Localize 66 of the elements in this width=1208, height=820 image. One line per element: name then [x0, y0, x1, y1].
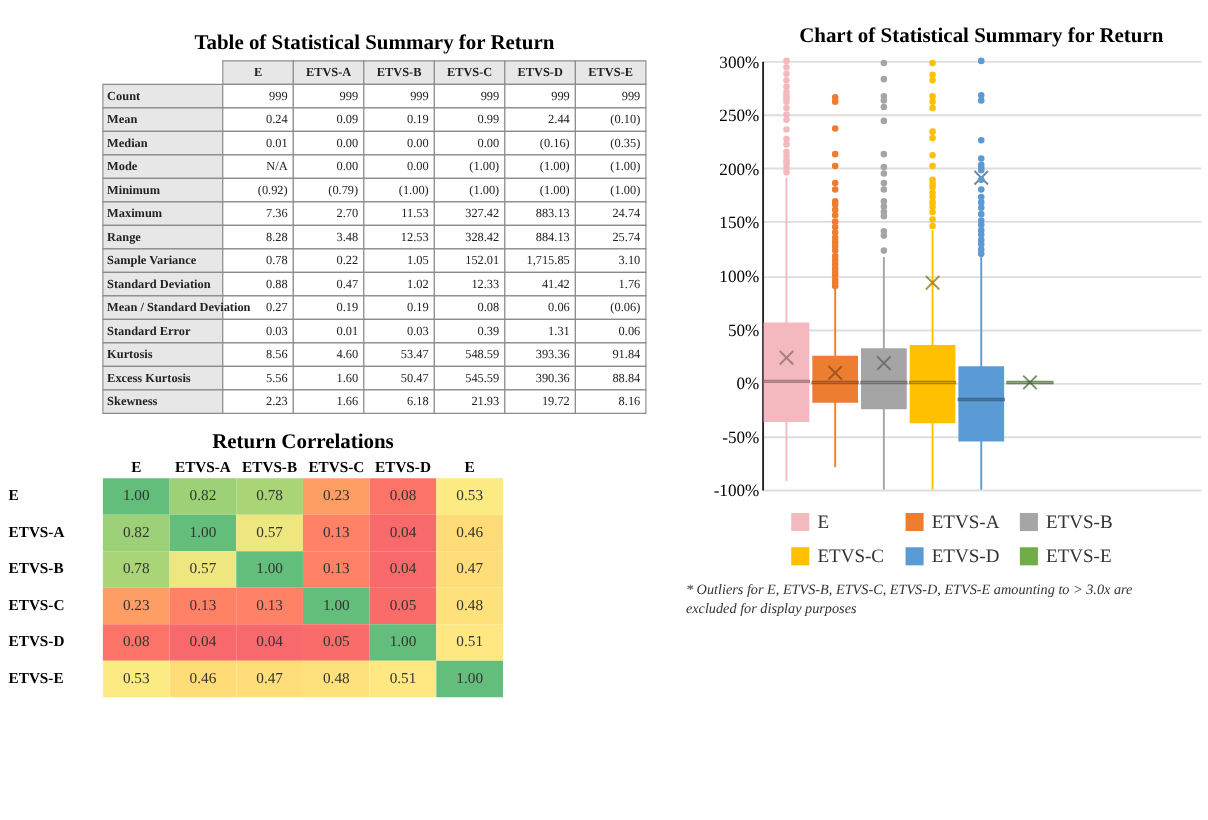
data-label: 0.23	[122, 595, 150, 614]
legend-label: ETVS-E	[1046, 548, 1112, 569]
y-tick-label: ETVS-B	[8, 559, 64, 578]
legend-label: ETVS-A	[931, 513, 1000, 534]
chart-title: Return Correlations	[212, 431, 394, 454]
data-label: 0.53	[122, 668, 150, 687]
y-tick-label: ETVS-D	[8, 632, 66, 651]
data-label: 0.51	[456, 632, 484, 651]
data-label: 0.82	[122, 522, 150, 541]
legend-label: ETVS-C	[817, 548, 885, 569]
y-tick-label: 0%	[736, 373, 760, 394]
y-tick-label: 250%	[719, 105, 760, 126]
legend-label: E	[817, 513, 830, 534]
data-label: 0.51	[389, 668, 417, 687]
x-tick-label: ETVS-C	[308, 457, 365, 476]
data-label: 0.13	[322, 559, 350, 578]
data-label: 0.13	[322, 522, 350, 541]
data-label: 0.04	[389, 522, 417, 541]
x-tick-label: ETVS-B	[242, 457, 298, 476]
legend-label: ETVS-D	[931, 548, 1000, 569]
x-tick-label: ETVS-D	[375, 457, 432, 476]
data-label: 0.04	[189, 632, 217, 651]
data-label: 0.57	[256, 522, 284, 541]
data-label: 0.78	[122, 559, 150, 578]
y-tick-label: ETVS-A	[8, 522, 66, 541]
data-label: 0.78	[256, 486, 284, 505]
y-tick-label: E	[8, 486, 19, 505]
x-tick-label: ETVS-A	[175, 457, 232, 476]
y-tick-label: 300%	[719, 51, 760, 72]
data-label: 0.04	[256, 632, 284, 651]
data-label: 0.46	[189, 668, 217, 687]
data-label: 0.08	[389, 486, 417, 505]
y-tick-label: -50%	[722, 426, 760, 447]
y-tick-label: 150%	[719, 212, 760, 233]
data-label: 0.57	[189, 559, 217, 578]
data-label: 0.47	[456, 559, 484, 578]
data-label: 0.23	[322, 486, 350, 505]
data-label: 0.13	[256, 595, 284, 614]
data-label: 0.82	[189, 486, 217, 505]
data-label: 1.00	[122, 486, 150, 505]
data-label: 0.47	[256, 668, 284, 687]
data-label: 0.48	[322, 668, 350, 687]
chart-title: Chart of Statistical Summary for Return	[799, 25, 1164, 48]
data-label: 0.05	[322, 632, 350, 651]
y-tick-label: -100%	[713, 480, 760, 501]
y-tick-label: ETVS-E	[8, 668, 64, 687]
data-label: 1.00	[189, 522, 217, 541]
x-tick-label: E	[464, 457, 475, 476]
data-label: 0.46	[456, 522, 484, 541]
data-label: 1.00	[456, 668, 484, 687]
data-label: 0.13	[189, 595, 217, 614]
data-label: 0.48	[456, 595, 484, 614]
data-label: 0.08	[122, 632, 150, 651]
data-label: 0.05	[389, 595, 417, 614]
data-label: 1.00	[322, 595, 350, 614]
data-label: 1.00	[256, 559, 284, 578]
y-tick-label: 200%	[719, 158, 760, 179]
text: Table of Statistical Summary for Return	[194, 32, 555, 55]
legend-label: ETVS-B	[1046, 513, 1113, 534]
y-tick-label: 50%	[727, 319, 760, 340]
data-label: 0.04	[389, 559, 417, 578]
x-tick-label: E	[131, 457, 142, 476]
y-tick-label: ETVS-C	[8, 595, 65, 614]
data-label: 1.00	[389, 632, 417, 651]
y-tick-label: 100%	[719, 265, 760, 286]
data-label: 0.53	[456, 486, 484, 505]
